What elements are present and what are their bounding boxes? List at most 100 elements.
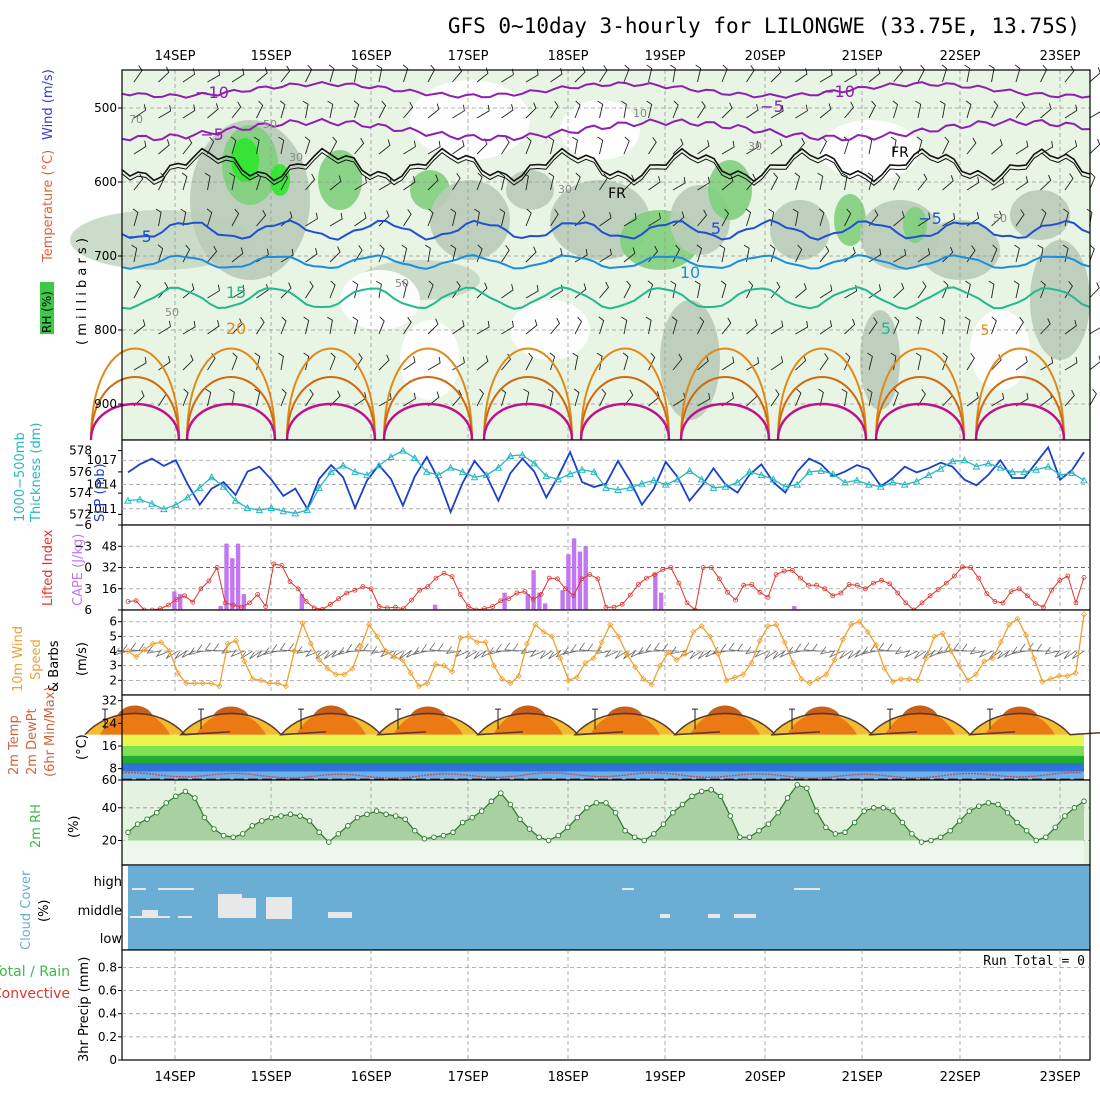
rh-point bbox=[183, 789, 188, 794]
temp-tick-0: 32 bbox=[102, 694, 117, 708]
rh-ylabel: 2m RH bbox=[29, 804, 44, 848]
rh-point bbox=[154, 810, 159, 815]
rh-point bbox=[613, 810, 618, 815]
contour-label-4: −5 bbox=[128, 227, 152, 246]
upper-barb bbox=[1090, 139, 1100, 154]
rh-contour-24 bbox=[410, 80, 530, 160]
rh-point bbox=[126, 830, 131, 835]
cape-bar bbox=[566, 554, 570, 610]
contour-label-12: FR bbox=[891, 145, 909, 161]
upper-ylabel-wind: Wind (m/s) bbox=[41, 69, 56, 140]
contour-label-10: 20 bbox=[226, 319, 246, 338]
rh-point bbox=[298, 814, 303, 819]
precip-ylabel-1: Total / Rain bbox=[0, 964, 70, 980]
rh-point bbox=[967, 809, 972, 814]
rh-point bbox=[460, 820, 465, 825]
top-date-14SEP: 14SEP bbox=[155, 49, 196, 64]
rh-tick-0: 40 bbox=[102, 801, 117, 815]
rh-point bbox=[919, 840, 924, 845]
bottom-date-19SEP: 19SEP bbox=[645, 1070, 686, 1085]
rh-point bbox=[757, 828, 762, 833]
rh-point bbox=[518, 817, 523, 822]
rh-point bbox=[996, 802, 1001, 807]
top-date-17SEP: 17SEP bbox=[448, 49, 489, 64]
rh-point bbox=[824, 825, 829, 830]
rh-point bbox=[413, 828, 418, 833]
rh-point bbox=[432, 835, 437, 840]
rh-point bbox=[221, 833, 226, 838]
wind-ylabel-units: (m/s) bbox=[75, 642, 90, 676]
bottom-date-23SEP: 23SEP bbox=[1040, 1070, 1081, 1085]
run-total: Run Total = 0 bbox=[983, 954, 1085, 969]
rh-point bbox=[451, 830, 456, 835]
upper-ylabel-temp: Temperature (°C) bbox=[41, 150, 56, 263]
rh-point bbox=[843, 830, 848, 835]
wind-ylabel-barbs: & Barbs bbox=[47, 640, 62, 692]
cape-tick-0: 48 bbox=[102, 539, 117, 553]
precip-ylabel-3: 3hr Precip (mm) bbox=[77, 957, 92, 1062]
cape-bar bbox=[653, 573, 657, 610]
rh-point bbox=[422, 837, 427, 842]
rh-point bbox=[231, 835, 236, 840]
rh-point bbox=[728, 814, 733, 819]
temp-band-12-16 bbox=[122, 746, 1084, 757]
rh-point bbox=[652, 832, 657, 837]
top-date-21SEP: 21SEP bbox=[842, 49, 883, 64]
pressure-tick-2: 700 bbox=[94, 249, 117, 263]
rh-point bbox=[1082, 799, 1087, 804]
cloud-level-middle: middle bbox=[78, 904, 122, 919]
cloud-box-6 bbox=[328, 912, 352, 918]
bottom-date-20SEP: 20SEP bbox=[745, 1070, 786, 1085]
rh-point bbox=[288, 812, 293, 817]
rh-contour-18 bbox=[1010, 190, 1070, 240]
rh-point bbox=[441, 833, 446, 838]
rh-point bbox=[527, 827, 532, 832]
rh-point bbox=[1034, 838, 1039, 843]
rh-point bbox=[575, 815, 580, 820]
rh-point bbox=[250, 824, 255, 829]
upper-barb bbox=[1090, 356, 1100, 370]
bottom-date-16SEP: 16SEP bbox=[351, 1070, 392, 1085]
rh-point bbox=[1024, 828, 1029, 833]
rh-point bbox=[174, 794, 179, 799]
temp-ylabel-3: (6hr Min/Max) bbox=[43, 687, 58, 777]
contour-label-17: 50 bbox=[165, 306, 179, 319]
wind-tick-2: 4 bbox=[109, 644, 117, 658]
rh-point bbox=[871, 806, 876, 811]
contour-label-11: FR bbox=[608, 186, 626, 202]
rh-point bbox=[489, 799, 494, 804]
contour-label-21: 70 bbox=[129, 113, 143, 126]
cape-bar bbox=[526, 594, 530, 610]
top-date-22SEP: 22SEP bbox=[940, 49, 981, 64]
li-tick-0: −6 bbox=[74, 518, 92, 532]
cloud-box-0 bbox=[132, 888, 146, 890]
slp-ylabel-thickness-2: Thickness (dm) bbox=[29, 423, 44, 523]
temp-tick-4: 60 bbox=[102, 773, 117, 787]
rh-point bbox=[604, 801, 609, 806]
precip-tick-1: 0.6 bbox=[98, 984, 117, 998]
rh-point bbox=[336, 832, 341, 837]
contour-label-7: 5 bbox=[881, 319, 891, 338]
cape-bar bbox=[502, 593, 506, 610]
temp-band-4-7 bbox=[122, 772, 1084, 779]
rh-point bbox=[403, 817, 408, 822]
rh-point bbox=[346, 824, 351, 829]
rh-point bbox=[862, 809, 867, 814]
upper-ylabel-rh: RH (%) bbox=[40, 291, 54, 333]
pressure-tick-4: 900 bbox=[94, 397, 117, 411]
contour-label-19: 10 bbox=[633, 107, 647, 120]
rh-point bbox=[327, 840, 332, 845]
rh-point bbox=[393, 814, 398, 819]
cloud-box-4 bbox=[242, 898, 256, 918]
cape-bar bbox=[572, 538, 576, 610]
rh-point bbox=[594, 801, 599, 806]
rh-point bbox=[145, 817, 150, 822]
rh-point bbox=[623, 828, 628, 833]
cloud-box-11 bbox=[794, 888, 820, 890]
contour-label-14: 50 bbox=[263, 118, 277, 131]
rh-point bbox=[1053, 825, 1058, 830]
temp-tick-1: 24 bbox=[102, 716, 117, 730]
